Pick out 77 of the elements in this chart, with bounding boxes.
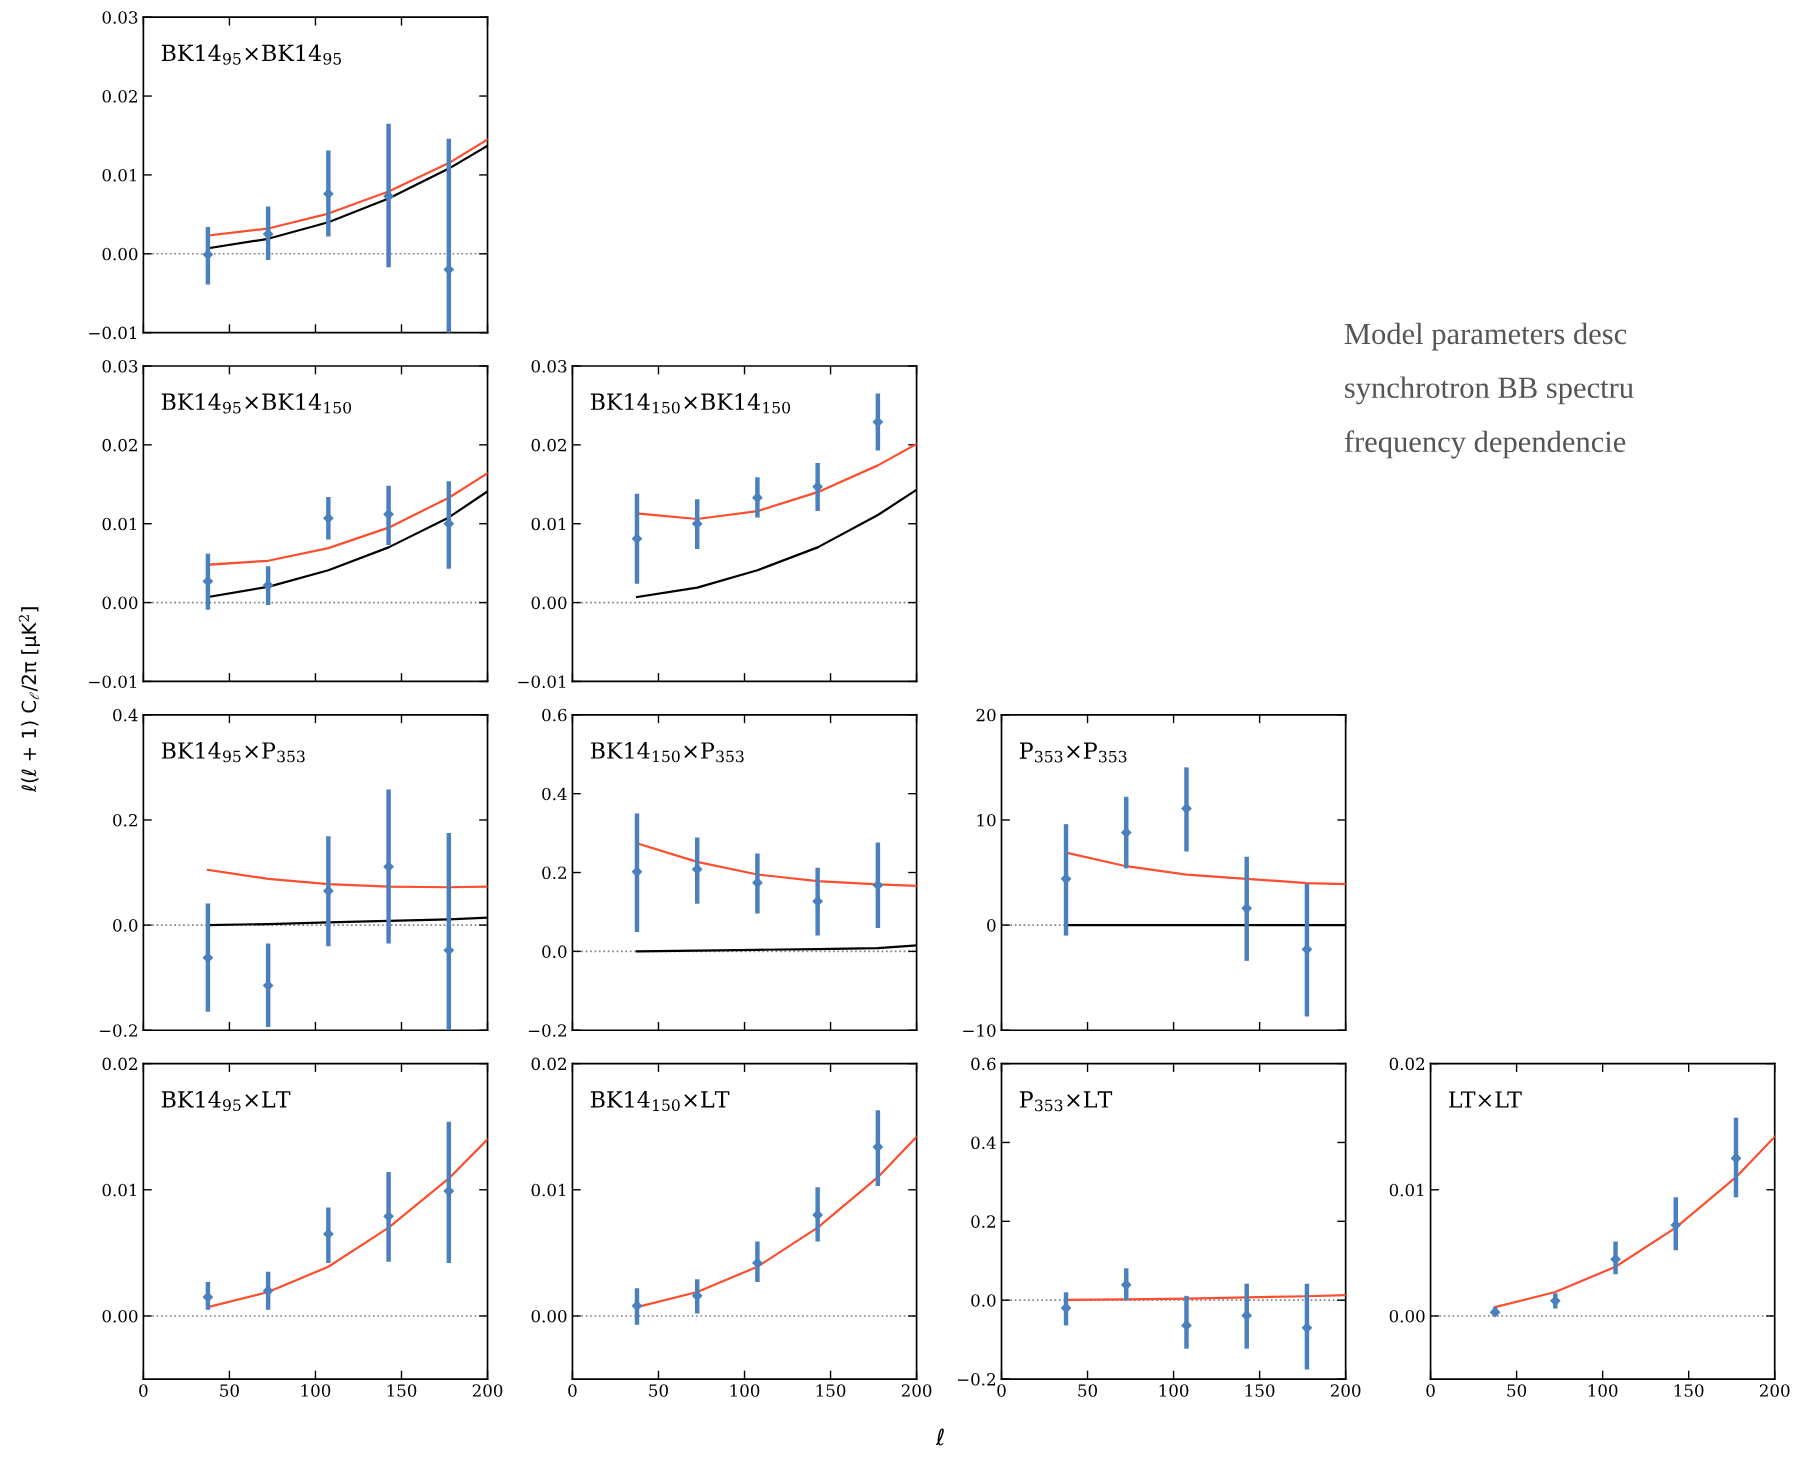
y-tick-label: 0.00 (102, 1309, 138, 1323)
y-tick-label: 0.0 (971, 1294, 996, 1307)
y-tick-label: 0.2 (113, 813, 137, 827)
x-tick-label: 100 (730, 1384, 760, 1397)
y-tick-label: 0.02 (102, 438, 137, 452)
x-tick-label: 100 (1588, 1384, 1618, 1397)
y-tick-label: 0.02 (1389, 1057, 1425, 1071)
y-tick-label: 0.00 (531, 1309, 567, 1323)
y-tick-label: 0.4 (542, 787, 567, 801)
y-tick-label: 0.01 (102, 168, 137, 182)
x-tick-label: 100 (1159, 1384, 1189, 1397)
y-tick-label: 0.03 (102, 11, 138, 24)
x-tick-label: 50 (220, 1384, 239, 1397)
y-tick-label: 0.02 (102, 90, 137, 103)
y-tick-label: −0.01 (89, 675, 137, 689)
y-tick-label: −0.01 (518, 675, 566, 689)
text: BK14$_{150}$×BK14$_{150}$ (590, 393, 791, 414)
y-tick-label: 0.4 (971, 1136, 996, 1150)
y-tick-label: −0.2 (957, 1373, 996, 1386)
x-tick-label: 150 (1674, 1384, 1704, 1397)
y-tick-label: 0.03 (531, 359, 567, 373)
x-tick-label: 0 (1426, 1384, 1435, 1397)
x-tick-label: 0 (997, 1384, 1006, 1397)
y-tick-label: 0.02 (102, 1057, 137, 1071)
x-tick-label: 200 (901, 1384, 932, 1397)
text: BK14$_{95}$×LT (161, 1090, 291, 1112)
text: P$_{353}$×P$_{353}$ (1019, 742, 1127, 763)
y-tick-label: 0.00 (1389, 1309, 1425, 1323)
y-tick-label: −10 (963, 1024, 996, 1037)
x-tick-label: 50 (1507, 1384, 1527, 1397)
y-tick-label: −0.01 (89, 326, 137, 340)
y-tick-label: 0.00 (102, 247, 138, 261)
y-tick-label: 0.6 (542, 708, 567, 722)
y-tick-label: 0.02 (531, 1057, 566, 1071)
y-axis-title: ℓ(ℓ + 1) C$_{ℓ}$/2π [μK$^{2}$] (18, 607, 40, 793)
y-tick-label: 0.03 (102, 359, 138, 373)
text: BK14$_{95}$×P$_{353}$ (161, 742, 305, 763)
y-tick-label: 0 (987, 919, 996, 932)
text: Model parameters desc (1344, 322, 1627, 351)
y-tick-label: 0.2 (542, 866, 566, 880)
x-tick-label: 150 (387, 1384, 417, 1397)
y-tick-label: 0.01 (531, 517, 566, 531)
y-tick-label: 0.02 (531, 438, 566, 452)
y-tick-label: 0.4 (113, 708, 138, 722)
text: P$_{353}$×LT (1019, 1091, 1113, 1112)
x-tick-label: 200 (1330, 1384, 1361, 1397)
x-tick-label: 0 (568, 1384, 577, 1397)
y-tick-label: 0.6 (971, 1057, 996, 1071)
y-tick-label: −0.2 (99, 1024, 137, 1037)
text: BK14$_{150}$×LT (590, 1090, 730, 1112)
y-tick-label: 0.2 (971, 1215, 996, 1228)
y-tick-label: 0.01 (531, 1183, 566, 1197)
text: BK14$_{95}$×BK14$_{150}$ (161, 393, 352, 414)
x-tick-label: 50 (649, 1384, 668, 1397)
x-tick-label: 150 (816, 1384, 846, 1397)
x-tick-label: 200 (472, 1384, 503, 1397)
text: LT×LT (1449, 1091, 1522, 1108)
x-tick-label: 200 (1759, 1384, 1790, 1397)
y-tick-label: 20 (976, 708, 996, 722)
y-tick-label: 0.00 (531, 596, 567, 610)
text: synchrotron BB spectru (1345, 376, 1634, 405)
y-tick-label: 0.0 (113, 919, 138, 932)
y-tick-label: −0.2 (528, 1024, 566, 1037)
x-tick-label: 0 (139, 1384, 148, 1397)
y-tick-label: 0.01 (1389, 1183, 1424, 1197)
x-tick-label: 50 (1078, 1384, 1098, 1397)
text: BK14$_{150}$×P$_{353}$ (590, 742, 744, 763)
x-axis-title: ℓ (935, 1428, 944, 1446)
y-tick-label: 0.00 (102, 596, 138, 610)
x-tick-label: 100 (301, 1384, 331, 1397)
text: BK14$_{95}$×BK14$_{95}$ (161, 44, 341, 65)
y-tick-label: 0.01 (102, 517, 137, 531)
y-tick-label: 10 (977, 813, 996, 827)
y-tick-label: 0.0 (542, 945, 567, 958)
text: frequency dependencie (1344, 430, 1626, 459)
y-tick-label: 0.01 (102, 1183, 137, 1197)
x-tick-label: 150 (1245, 1384, 1275, 1397)
